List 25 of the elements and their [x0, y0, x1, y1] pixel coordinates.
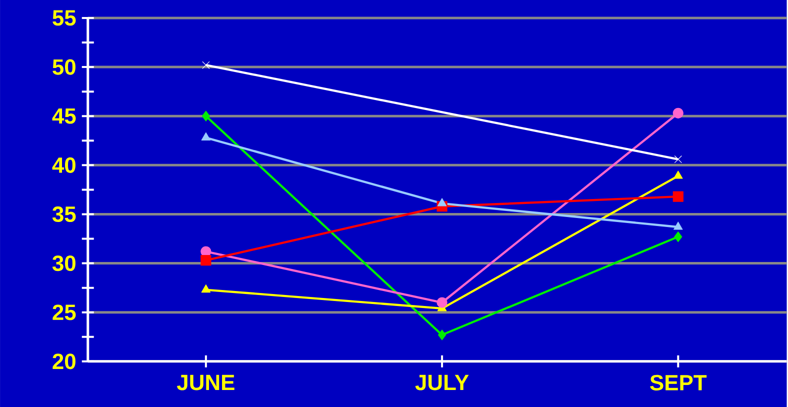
point [438, 329, 446, 340]
point [202, 110, 210, 122]
point [200, 254, 212, 266]
point [672, 108, 684, 118]
point [672, 191, 684, 202]
point [201, 284, 211, 292]
point [674, 231, 682, 242]
y-tick-label: 55 [52, 10, 76, 26]
y-tick-label: 40 [52, 157, 76, 173]
point [674, 155, 682, 163]
y-tick-label: 50 [52, 59, 76, 75]
x-tick-label: JUNE [176, 374, 234, 390]
x-tick-label: JULY [415, 374, 469, 390]
point [437, 198, 447, 206]
y-tick-label: 20 [52, 353, 76, 370]
y-tick-label: 35 [52, 206, 76, 222]
point [436, 297, 448, 308]
point [674, 222, 683, 230]
y-tick-label: 45 [52, 108, 76, 124]
x-tick-label: SEPT [650, 374, 707, 390]
point [201, 132, 211, 140]
point [674, 170, 683, 179]
y-tick-label: 30 [52, 255, 76, 271]
point [202, 61, 210, 69]
y-tick-label: 25 [52, 304, 76, 320]
